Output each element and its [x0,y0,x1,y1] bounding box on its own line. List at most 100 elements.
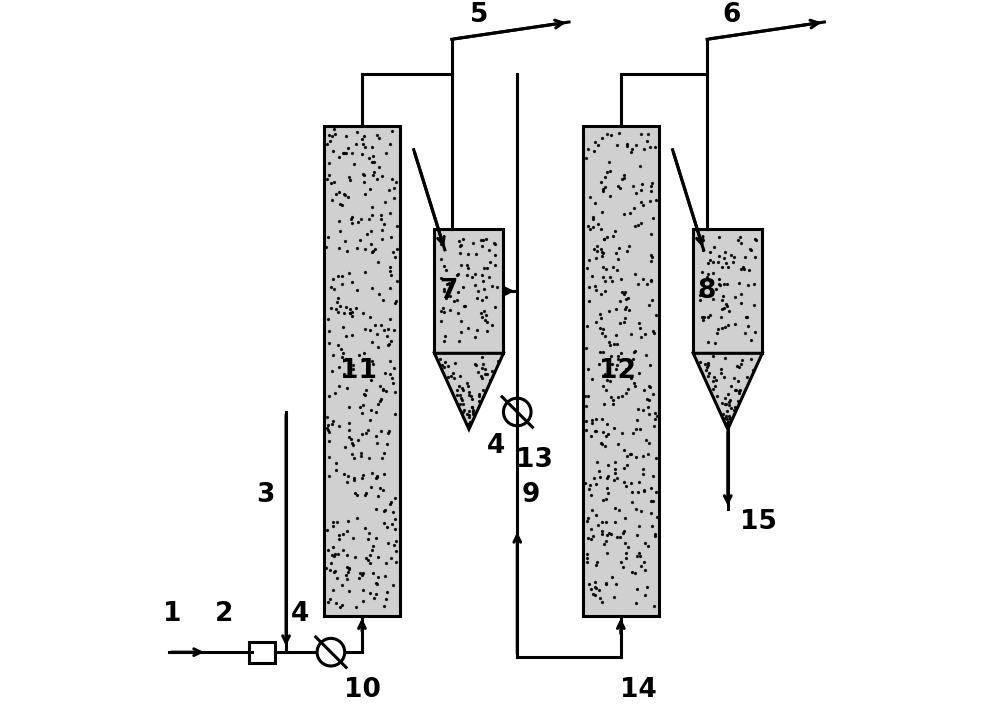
Point [471,388,487,399]
Point [383,553,399,564]
Point [649,511,665,522]
Point [364,544,380,556]
Point [357,489,373,501]
Point [582,191,598,202]
Point [587,581,603,592]
Point [358,384,374,395]
Point [465,408,481,419]
Point [324,366,340,377]
Point [618,301,634,312]
Point [319,173,335,185]
Point [597,182,613,193]
Point [720,261,736,272]
Point [361,527,377,539]
Point [647,141,663,153]
Point [376,218,392,230]
Point [628,423,644,435]
Point [323,303,339,314]
Point [719,417,735,428]
Point [461,386,477,397]
Point [329,573,345,584]
Point [601,337,617,348]
Point [741,264,757,276]
Point [587,576,603,588]
Point [324,130,340,141]
Point [376,506,392,517]
Point [600,429,616,440]
Point [579,515,595,527]
Point [346,472,362,483]
Point [585,211,601,223]
Point [334,579,350,590]
Point [615,353,631,364]
Point [637,589,653,600]
Point [619,450,635,461]
Point [623,146,639,158]
Point [605,395,621,406]
Point [344,310,360,322]
Point [714,294,730,305]
Point [633,129,649,140]
Point [329,296,345,308]
Point [587,281,603,292]
Point [334,600,350,611]
Point [617,537,633,549]
Point [369,471,385,482]
Point [437,331,453,342]
Point [459,408,475,419]
Point [349,127,365,138]
Point [331,151,347,163]
Point [725,256,741,267]
Point [699,361,715,373]
Point [602,190,618,201]
Point [433,238,449,250]
Point [374,224,390,235]
Point [629,583,645,595]
Point [328,597,344,609]
Point [341,171,357,182]
Point [616,172,632,183]
Point [461,409,477,421]
Point [476,305,492,317]
Point [718,257,734,269]
Point [369,471,385,482]
Text: 12: 12 [599,358,636,384]
Point [382,262,398,273]
Point [643,276,659,287]
Point [323,558,339,569]
Point [599,547,615,559]
Point [592,471,608,482]
Point [350,434,366,445]
Point [609,139,625,151]
Point [342,174,358,185]
Point [442,279,458,291]
Point [710,256,726,267]
Text: 4: 4 [291,601,309,627]
Point [706,372,722,383]
Point [467,332,483,343]
Point [589,456,605,467]
Point [322,564,338,575]
Point [718,411,734,422]
Point [332,300,348,312]
Point [341,563,357,575]
Point [579,557,595,568]
Point [643,250,659,261]
Point [339,573,355,584]
Point [338,331,354,342]
Point [722,395,738,406]
Point [598,578,614,590]
Point [648,310,664,321]
Point [380,537,396,549]
Point [330,270,346,281]
Point [375,383,391,395]
Point [321,129,337,141]
Point [376,469,392,480]
Point [591,465,607,477]
Point [581,281,597,293]
Point [386,182,402,194]
Text: 7: 7 [439,278,457,304]
Point [612,532,628,543]
Point [378,147,394,158]
Point [613,348,629,359]
